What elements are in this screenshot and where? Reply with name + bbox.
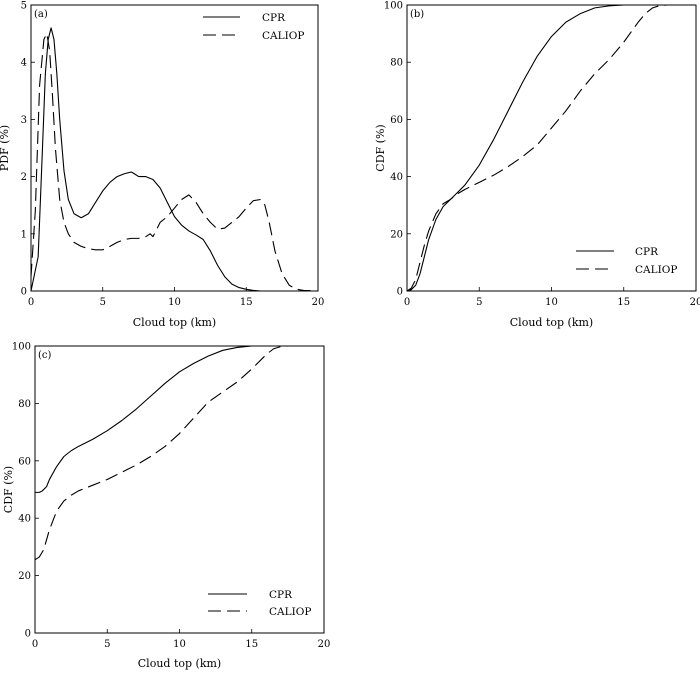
legend-label-cpr: CPR	[269, 589, 293, 601]
panel-label: (a)	[34, 9, 48, 20]
y-tick-label: 5	[21, 1, 27, 12]
y-axis-label: CDF (%)	[2, 466, 15, 513]
x-tick-label: 15	[240, 297, 253, 308]
legend-label-caliop: CALIOP	[269, 606, 311, 618]
y-tick-label: 20	[18, 571, 31, 582]
x-tick-label: 0	[32, 639, 38, 650]
y-tick-label: 100	[12, 342, 31, 353]
x-tick-label: 15	[617, 297, 630, 308]
y-tick-label: 20	[390, 229, 403, 240]
y-tick-label: 80	[390, 58, 403, 69]
x-tick-label: 20	[312, 297, 325, 308]
panel-label: (c)	[38, 350, 52, 361]
series-line-cpr	[35, 345, 324, 493]
legend: CPR CALIOP	[203, 12, 304, 42]
y-tick-label: 0	[25, 629, 31, 640]
chart-panel-3: 0 5 10 15 20 0 20 40 60 80 100 Cloud top (km) CDF (%…	[2, 342, 330, 671]
y-tick-label: 60	[390, 115, 403, 126]
y-tick-label: 0	[397, 287, 403, 298]
x-tick-label: 20	[318, 639, 331, 650]
y-axis-label: CDF (%)	[374, 124, 387, 171]
x-tick-label: 15	[245, 639, 258, 650]
series-line-caliop	[30, 33, 319, 292]
series-line-caliop	[34, 345, 324, 561]
x-tick-label: 0	[404, 297, 410, 308]
series-line-cpr	[406, 4, 696, 292]
legend-label-cpr: CPR	[635, 246, 659, 258]
y-tick-label: 1	[21, 229, 27, 240]
plot-frame	[30, 4, 319, 292]
legend-label-cpr: CPR	[262, 12, 286, 24]
legend-label-caliop: CALIOP	[262, 30, 304, 42]
y-tick-label: 0	[21, 287, 27, 298]
x-tick-label: 5	[104, 639, 110, 650]
x-axis-label: Cloud top (km)	[510, 316, 593, 329]
legend-label-caliop: CALIOP	[635, 264, 677, 276]
y-tick-label: 3	[21, 115, 27, 126]
x-tick-label: 5	[476, 297, 482, 308]
legend: CPR CALIOP	[208, 589, 311, 618]
y-tick-label: 60	[18, 456, 31, 467]
y-tick-label: 100	[384, 1, 403, 12]
series-line-caliop	[406, 4, 696, 292]
y-tick-label: 4	[21, 58, 27, 69]
y-tick-label: 2	[21, 172, 27, 183]
x-axis-label: Cloud top (km)	[133, 316, 216, 329]
x-tick-label: 20	[690, 297, 700, 308]
y-tick-label: 40	[18, 514, 31, 525]
legend: CPR CALIOP	[576, 246, 677, 276]
x-tick-label: 5	[100, 297, 106, 308]
y-tick-label: 80	[18, 399, 31, 410]
y-axis-label: PDF (%)	[0, 125, 11, 171]
x-tick-label: 10	[168, 297, 181, 308]
y-tick-label: 40	[390, 172, 403, 183]
x-tick-label: 10	[545, 297, 558, 308]
chart-panel-1: 0 5 10 15 20 0 1 2 3 4 5 Cloud top (km) PDF (%) (a) CP…	[0, 1, 324, 330]
series-line-cpr	[30, 27, 290, 292]
x-axis-label: Cloud top (km)	[138, 657, 221, 670]
chart-panel-2: 0 5 10 15 20 0 20 40 60 80 100 Cloud top (km) CDF (%…	[374, 1, 700, 330]
panel-label: (b)	[410, 9, 424, 20]
x-tick-label: 0	[28, 297, 34, 308]
x-tick-label: 10	[173, 639, 186, 650]
